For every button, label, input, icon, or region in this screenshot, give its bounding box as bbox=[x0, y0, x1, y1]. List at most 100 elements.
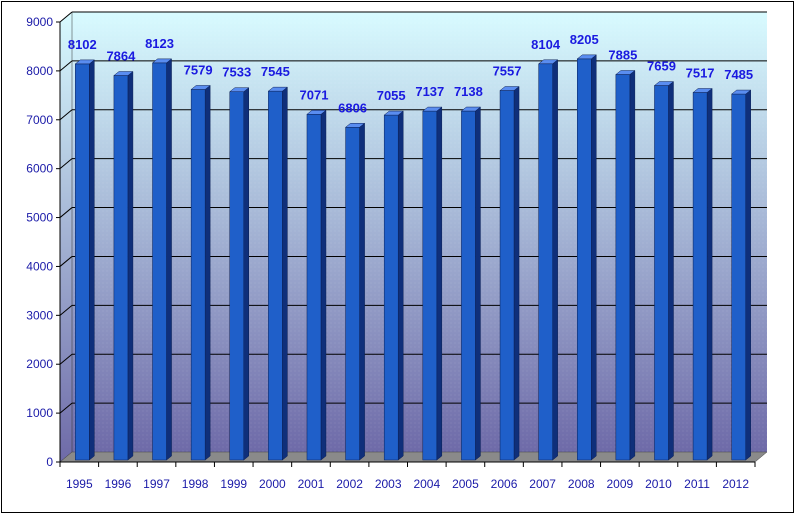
data-label-2011: 7517 bbox=[686, 66, 715, 81]
data-label-2008: 8205 bbox=[570, 32, 599, 47]
data-label-2009: 7885 bbox=[608, 48, 637, 63]
x-tick-label-2009: 2009 bbox=[607, 477, 634, 491]
bar-side-2006 bbox=[513, 86, 520, 461]
y-tick-label-2000: 2000 bbox=[26, 357, 53, 371]
bar-side-2011 bbox=[706, 87, 713, 461]
y-tick-label-1000: 1000 bbox=[26, 406, 53, 420]
y-tick-label-4000: 4000 bbox=[26, 259, 53, 273]
bar-side-1996 bbox=[127, 71, 134, 461]
gridline-side-6000 bbox=[59, 158, 73, 170]
bar-top-2004 bbox=[422, 106, 443, 112]
bar-top-2012 bbox=[730, 89, 752, 95]
bar-front-2006 bbox=[499, 90, 515, 461]
data-label-2001: 7071 bbox=[300, 87, 329, 102]
bar-top-2001 bbox=[306, 110, 327, 115]
bar-front-2010 bbox=[654, 85, 669, 461]
x-tick-label-1997: 1997 bbox=[143, 477, 170, 491]
gridline-side-5000 bbox=[59, 207, 73, 218]
data-label-2010: 7659 bbox=[647, 59, 676, 74]
back-wall-texture bbox=[72, 12, 767, 452]
bar-front-2002 bbox=[345, 127, 360, 461]
data-label-2007: 8104 bbox=[531, 37, 561, 52]
x-tick-label-2000: 2000 bbox=[259, 477, 286, 491]
x-tick-label-2010: 2010 bbox=[645, 477, 672, 491]
bar-front-2007 bbox=[538, 63, 553, 461]
bar-top-2006 bbox=[499, 86, 520, 91]
bar-top-1996 bbox=[113, 71, 134, 76]
bar-front-2012 bbox=[731, 93, 746, 461]
bar-front-2011 bbox=[692, 92, 708, 461]
bar-top-1998 bbox=[190, 85, 211, 90]
bar-top-2010 bbox=[653, 81, 675, 86]
bar-front-2003 bbox=[383, 114, 399, 461]
y-tick-label-6000: 6000 bbox=[26, 162, 53, 176]
bar-side-1995 bbox=[89, 59, 95, 461]
bar-front-1995 bbox=[75, 63, 90, 461]
bar-side-2000 bbox=[282, 86, 288, 461]
bar-side-2003 bbox=[397, 110, 404, 461]
x-tick-label-2007: 2007 bbox=[529, 477, 556, 491]
bar-front-2000 bbox=[268, 90, 283, 461]
x-tick-label-2011: 2011 bbox=[684, 477, 710, 491]
bar-1998 bbox=[190, 84, 211, 461]
x-tick-label-2008: 2008 bbox=[568, 477, 595, 491]
bar-side-2009 bbox=[629, 69, 636, 461]
x-tick-label-2012: 2012 bbox=[722, 477, 749, 491]
bar-2011 bbox=[692, 87, 713, 461]
bar-front-2005 bbox=[461, 110, 476, 461]
chart-frame: 8102 7864 8123 7579 7533 7545 7071 6806 7055 7137… bbox=[1, 1, 794, 513]
bar-1995 bbox=[74, 59, 96, 461]
bar-2006 bbox=[499, 86, 520, 461]
bar-top-2008 bbox=[576, 54, 597, 60]
side-wall bbox=[59, 11, 73, 463]
gridline-side-4000 bbox=[59, 256, 73, 267]
x-tick-label-2006: 2006 bbox=[491, 477, 518, 491]
bar-1996 bbox=[113, 71, 134, 461]
bar-2000 bbox=[267, 86, 289, 461]
gridlines bbox=[59, 11, 767, 414]
data-label-2000: 7545 bbox=[261, 64, 290, 79]
gridline-side-2000 bbox=[59, 353, 73, 365]
y-tick-label-7000: 7000 bbox=[26, 113, 53, 127]
bar-front-1998 bbox=[190, 89, 206, 461]
y-tick-label-9000: 9000 bbox=[26, 15, 53, 29]
y-tick-label-8000: 8000 bbox=[26, 64, 53, 78]
gridline-side-8000 bbox=[59, 60, 73, 72]
gridline-side-7000 bbox=[59, 109, 73, 121]
bar-front-2008 bbox=[577, 58, 592, 461]
bar-front-2001 bbox=[306, 114, 322, 461]
bar-side-1998 bbox=[204, 84, 211, 461]
bar-side-2010 bbox=[668, 81, 674, 461]
x-tick-label-2002: 2002 bbox=[336, 477, 363, 491]
bar-side-2004 bbox=[436, 106, 443, 461]
tick-labels: 0 1000 2000 3000 4000 5000 6000 7000 8000 9000 199… bbox=[26, 15, 749, 491]
bar-top-1997 bbox=[151, 58, 173, 64]
data-label-2005: 7138 bbox=[454, 84, 483, 99]
data-label-2003: 7055 bbox=[377, 88, 406, 103]
bar-front-2004 bbox=[422, 110, 438, 461]
bar-side-2008 bbox=[591, 54, 597, 461]
x-tick-label-2001: 2001 bbox=[298, 477, 325, 491]
bar-side-1997 bbox=[166, 58, 172, 461]
data-label-2002: 6806 bbox=[338, 100, 367, 115]
x-tick-label-1999: 1999 bbox=[220, 477, 247, 491]
bar-2003 bbox=[383, 110, 404, 461]
bar-front-2009 bbox=[615, 74, 631, 461]
bar-2008 bbox=[576, 54, 597, 461]
bar-top-2000 bbox=[267, 86, 289, 92]
bar-2001 bbox=[306, 109, 327, 461]
bar-top-2003 bbox=[383, 110, 404, 116]
bar-2002 bbox=[344, 122, 366, 461]
bar-side-2007 bbox=[552, 59, 558, 461]
bar-2004 bbox=[422, 106, 443, 461]
x-tick-label-2003: 2003 bbox=[375, 477, 402, 491]
data-label-2004: 7137 bbox=[415, 84, 444, 99]
y-tick-label-5000: 5000 bbox=[26, 211, 53, 225]
bar-top-2007 bbox=[537, 59, 559, 65]
bar-side-2005 bbox=[475, 106, 481, 461]
bar-top-2002 bbox=[344, 123, 366, 128]
axes bbox=[56, 21, 756, 467]
x-tick-label-1995: 1995 bbox=[66, 477, 93, 491]
bar-top-2009 bbox=[615, 70, 636, 75]
plot-wall bbox=[59, 11, 768, 463]
